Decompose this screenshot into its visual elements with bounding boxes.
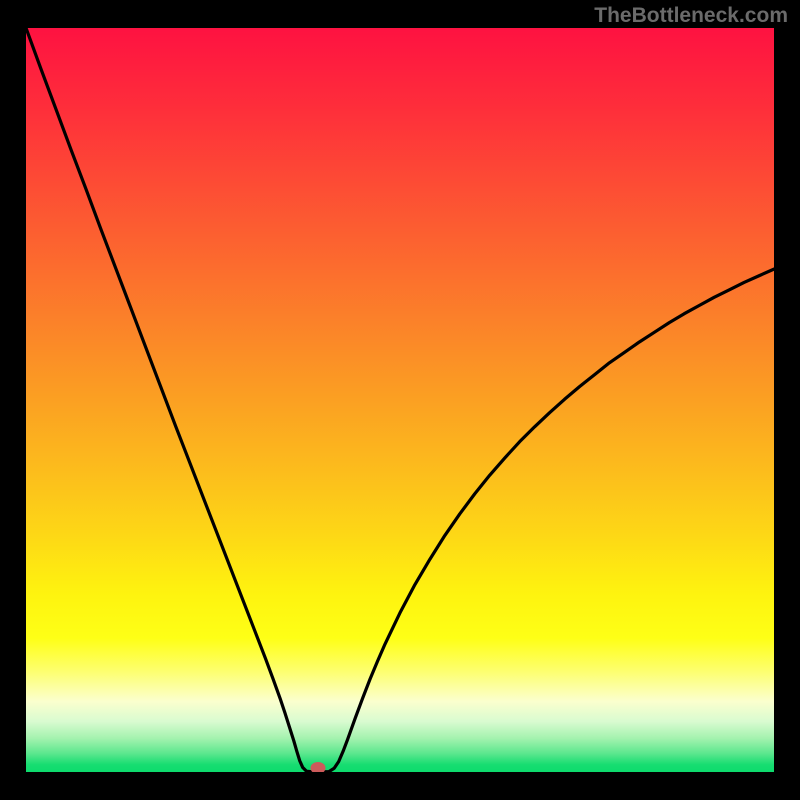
chart-frame: TheBottleneck.com [0, 0, 800, 800]
bottleneck-curve [26, 28, 774, 772]
plot-area [26, 28, 774, 772]
optimal-point-marker [310, 762, 325, 772]
watermark-text: TheBottleneck.com [594, 4, 788, 28]
